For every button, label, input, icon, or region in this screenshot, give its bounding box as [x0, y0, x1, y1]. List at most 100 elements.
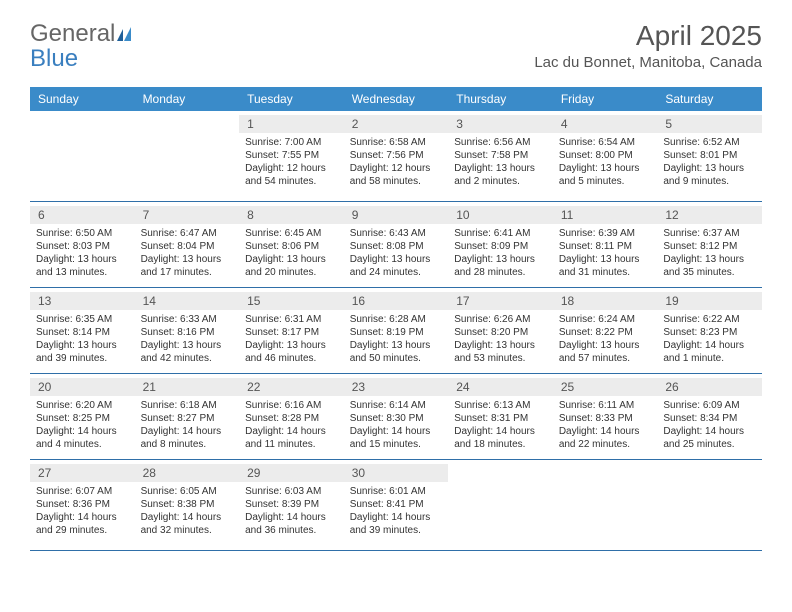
- day-cell: 14Sunrise: 6:33 AMSunset: 8:16 PMDayligh…: [135, 288, 240, 373]
- day-number: 18: [553, 292, 658, 310]
- day-details: Sunrise: 6:28 AMSunset: 8:19 PMDaylight:…: [350, 313, 443, 365]
- day-cell: 28Sunrise: 6:05 AMSunset: 8:38 PMDayligh…: [135, 460, 240, 545]
- calendar-cell: 29Sunrise: 6:03 AMSunset: 8:39 PMDayligh…: [239, 460, 344, 551]
- day-number: 12: [657, 206, 762, 224]
- day-details: Sunrise: 6:09 AMSunset: 8:34 PMDaylight:…: [663, 399, 756, 451]
- title-block: April 2025 Lac du Bonnet, Manitoba, Cana…: [534, 20, 762, 71]
- calendar-cell: 6 Sunrise: 6:50 AMSunset: 8:03 PMDaylight…: [30, 202, 135, 288]
- day-cell: 23Sunrise: 6:14 AMSunset: 8:30 PMDayligh…: [344, 374, 449, 459]
- calendar-header-row: Sunday Monday Tuesday Wednesday Thursday…: [30, 87, 762, 111]
- calendar-week-row: 6 Sunrise: 6:50 AMSunset: 8:03 PMDaylight…: [30, 202, 762, 288]
- empty-day: [135, 111, 240, 201]
- calendar-cell: 20Sunrise: 6:20 AMSunset: 8:25 PMDayligh…: [30, 374, 135, 460]
- calendar-cell: 28Sunrise: 6:05 AMSunset: 8:38 PMDayligh…: [135, 460, 240, 551]
- day-details: Sunrise: 6:39 AMSunset: 8:11 PMDaylight:…: [559, 227, 652, 279]
- day-number: 3: [448, 115, 553, 133]
- calendar-cell: 1Sunrise: 7:00 AMSunset: 7:55 PMDaylight…: [239, 111, 344, 202]
- day-cell: 27Sunrise: 6:07 AMSunset: 8:36 PMDayligh…: [30, 460, 135, 545]
- day-details: Sunrise: 6:05 AMSunset: 8:38 PMDaylight:…: [141, 485, 234, 537]
- calendar-cell: 22Sunrise: 6:16 AMSunset: 8:28 PMDayligh…: [239, 374, 344, 460]
- calendar-cell: 30Sunrise: 6:01 AMSunset: 8:41 PMDayligh…: [344, 460, 449, 551]
- calendar-page: General April 2025 Lac du Bonnet, Manito…: [0, 0, 792, 571]
- day-cell: 17Sunrise: 6:26 AMSunset: 8:20 PMDayligh…: [448, 288, 553, 373]
- calendar-cell: 11 Sunrise: 6:39 AMSunset: 8:11 PMDayligh…: [553, 202, 658, 288]
- calendar-cell: 14Sunrise: 6:33 AMSunset: 8:16 PMDayligh…: [135, 288, 240, 374]
- calendar-body: 1Sunrise: 7:00 AMSunset: 7:55 PMDaylight…: [30, 111, 762, 551]
- calendar-cell: 18Sunrise: 6:24 AMSunset: 8:22 PMDayligh…: [553, 288, 658, 374]
- day-cell: 12 Sunrise: 6:37 AMSunset: 8:12 PMDayligh…: [657, 202, 762, 287]
- day-details: Sunrise: 6:14 AMSunset: 8:30 PMDaylight:…: [350, 399, 443, 451]
- calendar-cell: 2 Sunrise: 6:58 AMSunset: 7:56 PMDaylight…: [344, 111, 449, 202]
- calendar-cell: 24Sunrise: 6:13 AMSunset: 8:31 PMDayligh…: [448, 374, 553, 460]
- day-cell: 3Sunrise: 6:56 AMSunset: 7:58 PMDaylight…: [448, 111, 553, 196]
- weekday-header: Monday: [135, 87, 240, 111]
- calendar-cell: 12 Sunrise: 6:37 AMSunset: 8:12 PMDayligh…: [657, 202, 762, 288]
- day-details: Sunrise: 6:22 AMSunset: 8:23 PMDaylight:…: [663, 313, 756, 365]
- weekday-header: Thursday: [448, 87, 553, 111]
- calendar-cell: [448, 460, 553, 551]
- day-number: 10: [448, 206, 553, 224]
- day-details: Sunrise: 6:54 AMSunset: 8:00 PMDaylight:…: [559, 136, 652, 188]
- calendar-cell: [553, 460, 658, 551]
- calendar-cell: 19Sunrise: 6:22 AMSunset: 8:23 PMDayligh…: [657, 288, 762, 374]
- day-details: Sunrise: 6:37 AMSunset: 8:12 PMDaylight:…: [663, 227, 756, 279]
- day-cell: 11 Sunrise: 6:39 AMSunset: 8:11 PMDayligh…: [553, 202, 658, 287]
- day-cell: 7 Sunrise: 6:47 AMSunset: 8:04 PMDaylight…: [135, 202, 240, 287]
- calendar-table: Sunday Monday Tuesday Wednesday Thursday…: [30, 87, 762, 551]
- day-number: 14: [135, 292, 240, 310]
- day-cell: 25Sunrise: 6:11 AMSunset: 8:33 PMDayligh…: [553, 374, 658, 459]
- month-title: April 2025: [534, 20, 762, 52]
- day-details: Sunrise: 6:26 AMSunset: 8:20 PMDaylight:…: [454, 313, 547, 365]
- empty-day: [553, 460, 658, 550]
- calendar-cell: 15 Sunrise: 6:31 AMSunset: 8:17 PMDayligh…: [239, 288, 344, 374]
- day-cell: 4 Sunrise: 6:54 AMSunset: 8:00 PMDaylight…: [553, 111, 658, 196]
- logo-text-general: General: [30, 20, 115, 48]
- day-cell: 2 Sunrise: 6:58 AMSunset: 7:56 PMDaylight…: [344, 111, 449, 196]
- logo-text-blue: Blue: [30, 45, 78, 73]
- calendar-cell: [30, 111, 135, 202]
- calendar-week-row: 20Sunrise: 6:20 AMSunset: 8:25 PMDayligh…: [30, 374, 762, 460]
- calendar-cell: 17Sunrise: 6:26 AMSunset: 8:20 PMDayligh…: [448, 288, 553, 374]
- weekday-header: Wednesday: [344, 87, 449, 111]
- calendar-cell: 13Sunrise: 6:35 AMSunset: 8:14 PMDayligh…: [30, 288, 135, 374]
- day-number: 7: [135, 206, 240, 224]
- day-details: Sunrise: 6:43 AMSunset: 8:08 PMDaylight:…: [350, 227, 443, 279]
- day-number: 2: [344, 115, 449, 133]
- calendar-cell: 5Sunrise: 6:52 AMSunset: 8:01 PMDaylight…: [657, 111, 762, 202]
- empty-day: [30, 111, 135, 201]
- day-number: 24: [448, 378, 553, 396]
- day-details: Sunrise: 6:31 AMSunset: 8:17 PMDaylight:…: [245, 313, 338, 365]
- calendar-cell: 16Sunrise: 6:28 AMSunset: 8:19 PMDayligh…: [344, 288, 449, 374]
- day-number: 15: [239, 292, 344, 310]
- day-number: 4: [553, 115, 658, 133]
- weekday-header: Friday: [553, 87, 658, 111]
- day-details: Sunrise: 6:50 AMSunset: 8:03 PMDaylight:…: [36, 227, 129, 279]
- day-details: Sunrise: 6:03 AMSunset: 8:39 PMDaylight:…: [245, 485, 338, 537]
- day-number: 9: [344, 206, 449, 224]
- calendar-cell: 7 Sunrise: 6:47 AMSunset: 8:04 PMDaylight…: [135, 202, 240, 288]
- day-number: 26: [657, 378, 762, 396]
- logo-flag-icon: [117, 20, 135, 48]
- calendar-cell: 25Sunrise: 6:11 AMSunset: 8:33 PMDayligh…: [553, 374, 658, 460]
- day-details: Sunrise: 6:58 AMSunset: 7:56 PMDaylight:…: [350, 136, 443, 188]
- day-number: 27: [30, 464, 135, 482]
- day-details: Sunrise: 7:00 AMSunset: 7:55 PMDaylight:…: [245, 136, 338, 188]
- day-cell: 24Sunrise: 6:13 AMSunset: 8:31 PMDayligh…: [448, 374, 553, 459]
- logo: General: [30, 20, 137, 48]
- day-number: 6: [30, 206, 135, 224]
- day-number: 11: [553, 206, 658, 224]
- weekday-header: Saturday: [657, 87, 762, 111]
- day-cell: 5Sunrise: 6:52 AMSunset: 8:01 PMDaylight…: [657, 111, 762, 196]
- calendar-week-row: 27Sunrise: 6:07 AMSunset: 8:36 PMDayligh…: [30, 460, 762, 551]
- calendar-cell: 23Sunrise: 6:14 AMSunset: 8:30 PMDayligh…: [344, 374, 449, 460]
- day-details: Sunrise: 6:47 AMSunset: 8:04 PMDaylight:…: [141, 227, 234, 279]
- day-details: Sunrise: 6:35 AMSunset: 8:14 PMDaylight:…: [36, 313, 129, 365]
- calendar-cell: 4 Sunrise: 6:54 AMSunset: 8:00 PMDaylight…: [553, 111, 658, 202]
- day-cell: 1Sunrise: 7:00 AMSunset: 7:55 PMDaylight…: [239, 111, 344, 196]
- day-cell: 19Sunrise: 6:22 AMSunset: 8:23 PMDayligh…: [657, 288, 762, 373]
- day-cell: 26 Sunrise: 6:09 AMSunset: 8:34 PMDayligh…: [657, 374, 762, 459]
- day-number: 22: [239, 378, 344, 396]
- empty-day: [448, 460, 553, 550]
- day-cell: 16Sunrise: 6:28 AMSunset: 8:19 PMDayligh…: [344, 288, 449, 373]
- weekday-header: Tuesday: [239, 87, 344, 111]
